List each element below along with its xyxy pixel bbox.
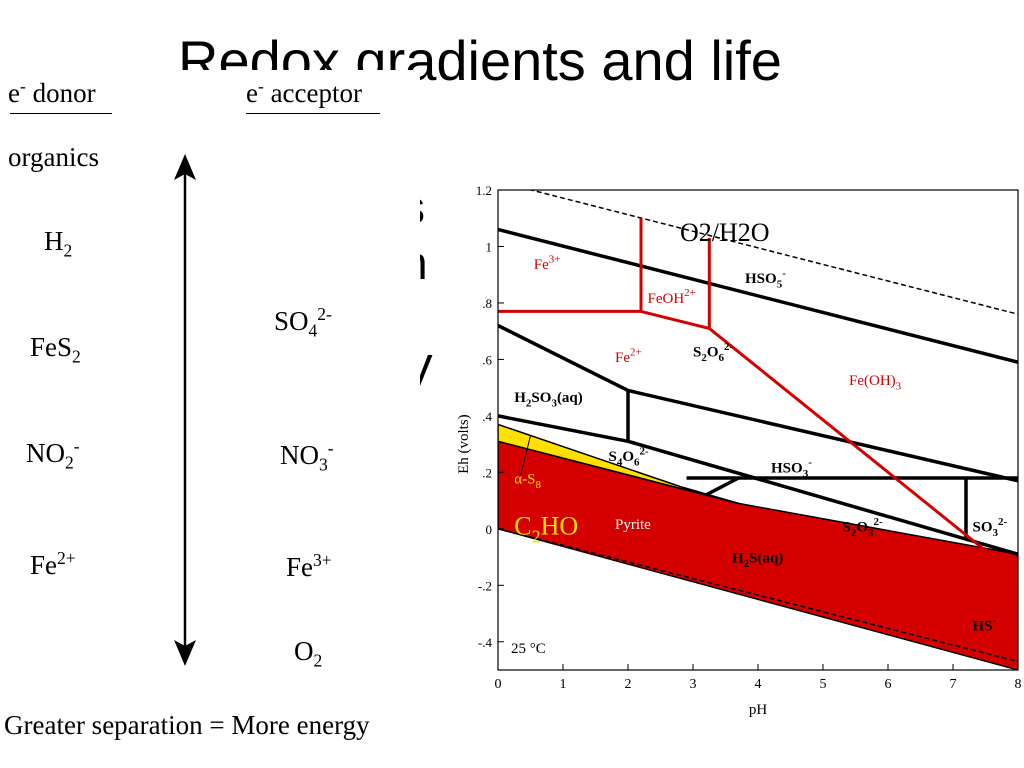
label-pyrite-label: Pyrite xyxy=(615,517,651,533)
label-feoh3: Fe(OH)3 xyxy=(849,373,902,393)
acceptor-fe3: Fe3+ xyxy=(286,550,332,582)
label-hso3: HSO3- xyxy=(771,457,812,480)
acceptor-so4: SO42- xyxy=(274,304,332,341)
region-alpha-S8 xyxy=(498,423,739,505)
sulfur-boundary-line xyxy=(498,227,1018,364)
x-axis-label: pH xyxy=(749,702,768,718)
x-tick-label: 5 xyxy=(820,677,827,692)
water-stability-line xyxy=(498,528,1018,663)
x-tick-label: 4 xyxy=(755,677,762,692)
label-o2-h2o-label: O2/H2O xyxy=(680,218,770,247)
label-fe2plus: Fe2+ xyxy=(615,346,642,366)
redox-ladder-panel: e- donor e- acceptor organics H2 FeS2 NO… xyxy=(0,70,420,768)
y-tick-label: 1 xyxy=(486,239,493,254)
x-tick-label: 2 xyxy=(625,677,632,692)
x-tick-label: 7 xyxy=(950,677,957,692)
donor-fes2: FeS2 xyxy=(30,332,81,367)
label-h2so3: H2SO3(aq) xyxy=(514,390,583,410)
y-tick-label: -.4 xyxy=(478,635,493,650)
eh-ph-diagram: Fe3+ FeOH2+ Fe2+ Fe(OH)3 HSO5- S2O62- H2SO3(aq… xyxy=(452,180,1024,726)
x-tick-label: 1 xyxy=(560,677,567,692)
label-hs: HS- xyxy=(973,615,997,635)
donor-header-underline xyxy=(10,113,112,114)
donor-header: e- donor xyxy=(8,76,96,108)
acceptor-header: e- acceptor xyxy=(246,76,363,108)
y-tick-label: .2 xyxy=(482,465,492,480)
acceptor-o2: O2 xyxy=(294,636,323,671)
label-h2s: H2S(aq) xyxy=(732,551,783,571)
label-s2o3: S2O32- xyxy=(843,516,884,539)
sulfur-boundary-line xyxy=(705,476,740,497)
label-s2o6: S2O62- xyxy=(693,341,734,364)
temperature-label: 25 °C xyxy=(511,641,546,657)
label-hso5: HSO5- xyxy=(745,267,786,290)
label-c2ho-label: C2HO xyxy=(514,511,578,546)
y-tick-label: .8 xyxy=(482,296,492,311)
water-stability-line xyxy=(528,190,1018,315)
label-fe3plus: Fe3+ xyxy=(534,253,561,273)
label-so3: SO32- xyxy=(973,516,1008,539)
x-tick-label: 8 xyxy=(1015,677,1022,692)
label-feoh2plus: FeOH2+ xyxy=(648,287,696,307)
y-tick-label: 1.2 xyxy=(476,183,492,198)
y-tick-label: 0 xyxy=(486,522,493,537)
donor-fe2: Fe2+ xyxy=(30,548,76,580)
donor-organics: organics xyxy=(8,142,99,172)
y-tick-label: .6 xyxy=(482,352,492,367)
energy-double-arrow xyxy=(174,154,196,666)
label-alpha-s8-label: α-S8 xyxy=(514,472,541,492)
donor-no2: NO2- xyxy=(26,436,80,473)
y-tick-label: .4 xyxy=(482,409,492,424)
y-tick-label: -.2 xyxy=(478,578,492,593)
x-tick-label: 0 xyxy=(495,677,502,692)
acceptor-header-underline xyxy=(246,113,380,114)
energy-caption: Greater separation = More energy xyxy=(4,710,370,740)
x-tick-label: 3 xyxy=(690,677,697,692)
y-axis-label: Eh (volts) xyxy=(456,414,472,474)
label-s4o6: S4O62- xyxy=(609,445,650,468)
iron-boundary-line xyxy=(640,238,711,331)
eh-ph-plot-svg: Fe3+ FeOH2+ Fe2+ Fe(OH)3 HSO5- S2O62- H2SO3(aq… xyxy=(456,183,1022,718)
iron-boundary-line xyxy=(708,327,1018,578)
donor-h2: H2 xyxy=(44,226,73,261)
acceptor-no3: NO3- xyxy=(280,438,334,475)
iron-boundary-line xyxy=(498,218,643,313)
sulfur-boundary-line xyxy=(498,414,1018,556)
alpha-s8-pointer xyxy=(520,435,531,476)
x-tick-label: 6 xyxy=(885,677,892,692)
